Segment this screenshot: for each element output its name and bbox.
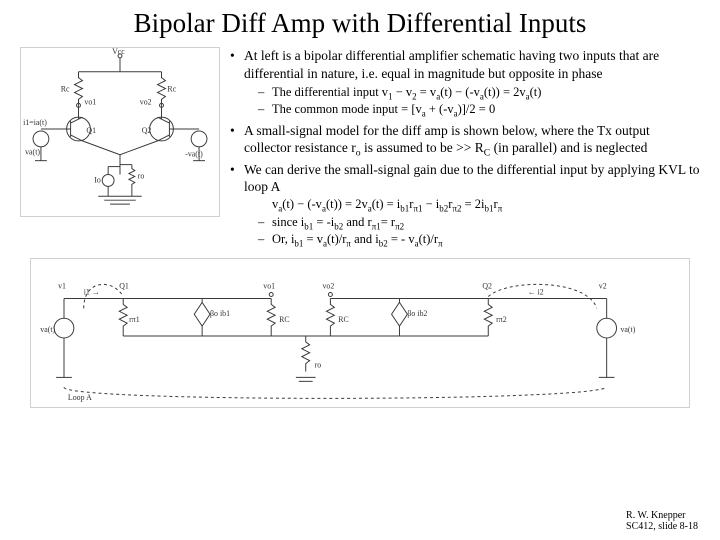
ss-va-r: va(t) (620, 325, 635, 334)
bullet-1-text: At left is a bipolar differential amplif… (244, 48, 659, 81)
label-ro: ro (138, 171, 145, 180)
page-title: Bipolar Diff Amp with Differential Input… (20, 8, 700, 39)
ss-beta1: βo ib1 (210, 309, 230, 318)
label-i1: i1=ia(t) (23, 118, 47, 127)
ss-va-l: va(t) (40, 325, 55, 334)
ss-v1: v1 (58, 281, 66, 290)
ss-rc2: RC (338, 315, 349, 324)
ss-rpi1: rπ1 (129, 315, 140, 324)
bullet-1: At left is a bipolar differential amplif… (228, 47, 700, 118)
bullet-3-eq: va(t) − (-va(t)) = 2va(t) = ib1rπ1 − ib2… (244, 196, 700, 212)
label-vo2: vo2 (140, 97, 152, 106)
ss-rc1: RC (279, 315, 290, 324)
label-io: Io (94, 175, 101, 184)
footer-author: R. W. Knepper (626, 510, 698, 521)
ss-q1: Q1 (119, 281, 129, 290)
schematic-top: Vcc Rc Rc vo1 vo2 Q1 (20, 47, 220, 217)
ss-loopA: Loop A (68, 393, 92, 402)
bullet-3a: since ib1 = -ib2 and rπ1= rπ2 (244, 214, 700, 230)
slide-footer: R. W. Knepper SC412, slide 8-18 (626, 510, 698, 532)
label-va2: -va(t) (185, 150, 203, 159)
bullet-list: At left is a bipolar differential amplif… (228, 47, 700, 252)
ss-v2: v2 (599, 281, 607, 290)
label-rc-r: Rc (167, 84, 176, 93)
label-rc-l: Rc (61, 84, 70, 93)
bullet-1b: The common mode input = [va + (-va)]/2 =… (244, 101, 700, 117)
bullet-3: We can derive the small-signal gain due … (228, 161, 700, 248)
label-va1: va(t) (25, 148, 40, 157)
ss-ro: ro (315, 360, 322, 369)
ss-beta2: βo ib2 (407, 309, 427, 318)
label-q2: Q2 (142, 126, 152, 135)
ss-q2: Q2 (482, 281, 492, 290)
bullet-2: A small-signal model for the diff amp is… (228, 122, 700, 157)
schematic-bottom: va(t) v1 i1 → rπ1 Q1 βo ib1 RC vo1 vo2 (30, 258, 690, 408)
ss-i2: ← i2 (528, 287, 544, 296)
label-q1: Q1 (86, 126, 96, 135)
label-vcc: Vcc (112, 48, 125, 56)
footer-ref: SC412, slide 8-18 (626, 521, 698, 532)
bullet-1a: The differential input v1 − v2 = va(t) −… (244, 84, 700, 100)
bullet-3b: Or, ib1 = va(t)/rπ and ib2 = - va(t)/rπ (244, 231, 700, 247)
label-vo1: vo1 (84, 97, 96, 106)
ss-vo1: vo1 (263, 281, 275, 290)
ss-rpi2: rπ2 (496, 315, 507, 324)
ss-vo2: vo2 (323, 281, 335, 290)
